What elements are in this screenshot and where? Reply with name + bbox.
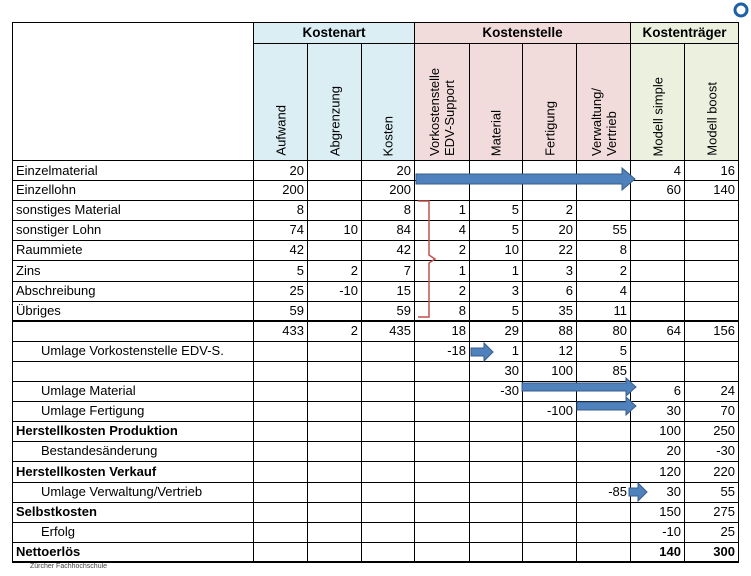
cell: 275 bbox=[684, 501, 739, 523]
column-header: Kosten bbox=[361, 43, 415, 161]
column-header: Modell boost bbox=[684, 43, 739, 161]
cell bbox=[684, 200, 739, 222]
cell: 250 bbox=[684, 421, 739, 443]
arrow bbox=[576, 395, 637, 417]
cell bbox=[684, 260, 739, 282]
column-header: Verwaltung/ Vertrieb bbox=[576, 43, 631, 161]
cell bbox=[684, 340, 739, 362]
cell: 140 bbox=[684, 180, 739, 202]
cell: 55 bbox=[684, 481, 739, 503]
arrow bbox=[628, 481, 648, 503]
cell: 156 bbox=[684, 320, 739, 342]
cell bbox=[684, 280, 739, 302]
column-header: Aufwand bbox=[253, 43, 308, 161]
cell: 24 bbox=[684, 381, 739, 403]
bracket bbox=[418, 200, 437, 318]
cell bbox=[684, 300, 739, 322]
cell: 300 bbox=[684, 541, 739, 563]
column-header: Abgrenzung bbox=[307, 43, 362, 161]
cell: 16 bbox=[684, 160, 739, 182]
column-header: Vorkostenstelle EDV-Support bbox=[414, 43, 470, 161]
arrow bbox=[470, 341, 494, 363]
cell bbox=[684, 240, 739, 262]
cell: 70 bbox=[684, 401, 739, 423]
cell: 25 bbox=[684, 521, 739, 543]
logo bbox=[733, 2, 749, 18]
cell bbox=[684, 220, 739, 242]
footer: Zürcher Fachhochschule bbox=[30, 563, 108, 570]
arrow bbox=[521, 376, 637, 398]
cell: 220 bbox=[684, 461, 739, 483]
cell: -30 bbox=[684, 441, 739, 463]
arrow bbox=[415, 166, 636, 192]
cell bbox=[684, 361, 739, 383]
